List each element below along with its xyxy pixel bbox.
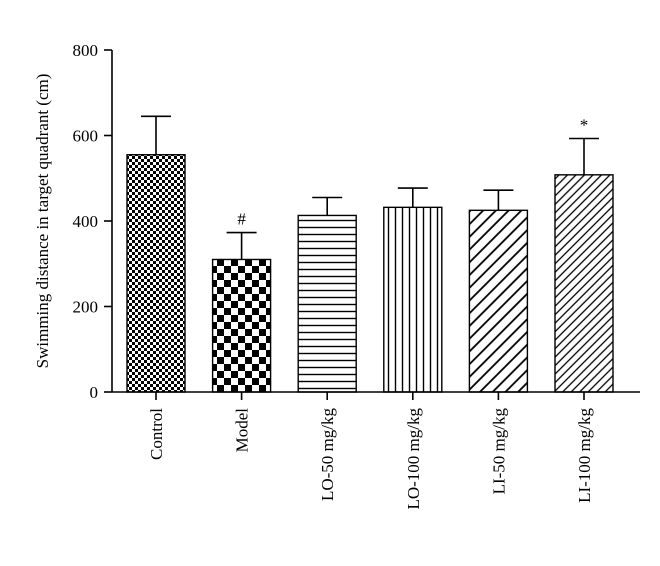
- bar-lo-100-mg-kg: [383, 206, 443, 393]
- bars-group: #*: [126, 115, 614, 393]
- x-tick-label: LI-100 mg/kg: [575, 408, 594, 503]
- x-tick-label: LO-100 mg/kg: [404, 408, 423, 510]
- y-tick-label: 600: [73, 127, 99, 146]
- significance-mark: #: [237, 210, 246, 229]
- y-axis: 0 200 400 600 800: [73, 41, 113, 402]
- y-tick-label: 400: [73, 212, 99, 231]
- bar-lo-50-mg-kg: [297, 214, 357, 393]
- x-axis: Control Model LO-50 mg/kg LO-100 mg/kg LI-50…: [112, 391, 640, 510]
- x-tick-label: LI-50 mg/kg: [489, 408, 508, 495]
- y-tick-label: 200: [73, 298, 99, 317]
- x-tick-label: Control: [147, 408, 166, 460]
- x-tick-label: LO-50 mg/kg: [318, 408, 337, 502]
- bar-li-100-mg-kg: [554, 174, 614, 393]
- y-tick-label: 0: [90, 383, 99, 402]
- y-axis-title: Swimming distance in target quadrant (cm…: [33, 74, 52, 369]
- significance-mark: *: [580, 115, 589, 134]
- bar-model: [211, 258, 272, 393]
- y-tick-label: 800: [73, 41, 99, 60]
- bar-control: [126, 154, 186, 393]
- x-tick-label: Model: [233, 408, 252, 453]
- bar-li-50-mg-kg: [468, 209, 529, 393]
